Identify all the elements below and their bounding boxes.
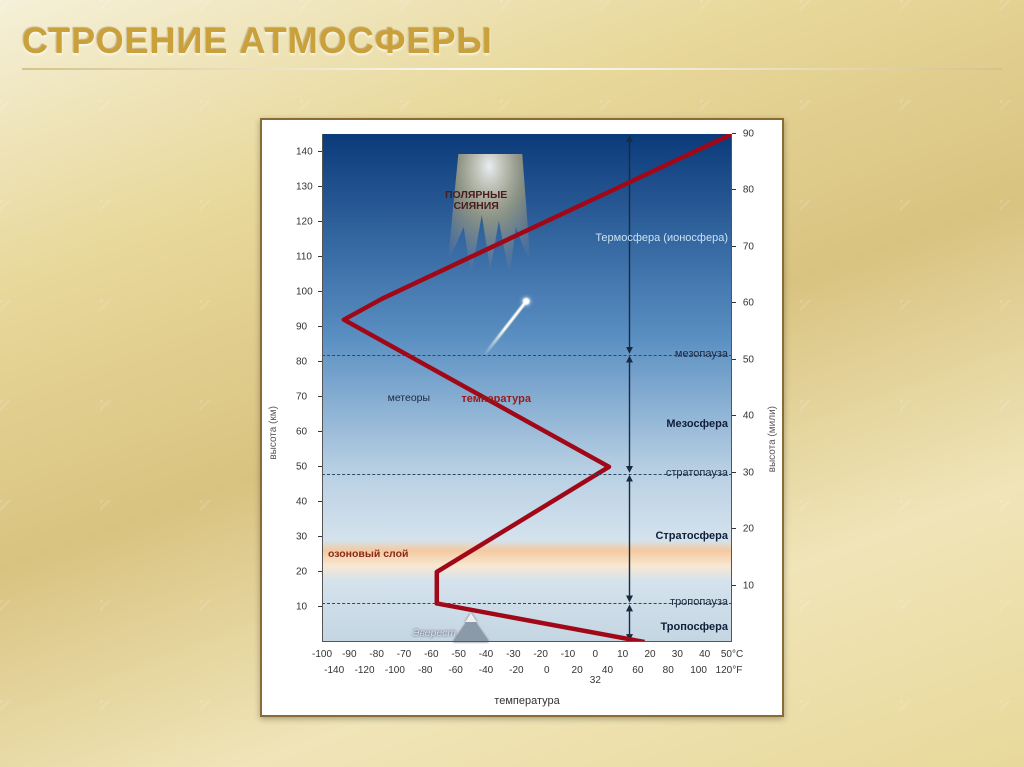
boundary-line	[322, 355, 732, 356]
tick-c: -20	[533, 649, 547, 660]
tick-mi: 70	[743, 241, 754, 252]
tick-f: 80	[663, 665, 674, 676]
meteors-label: метеоры	[388, 393, 430, 405]
tick-f: 100	[690, 665, 707, 676]
tick-mi: 10	[743, 580, 754, 591]
tick-f: -20	[509, 665, 523, 676]
aurora-label: ПОЛЯРНЫЕСИЯНИЯ	[445, 190, 507, 213]
tick-c: -50	[451, 649, 465, 660]
title-underline	[22, 68, 1002, 70]
tick-km: 80	[296, 356, 307, 367]
tick-km: 40	[296, 496, 307, 507]
tick-km: 130	[296, 181, 313, 192]
tick-f: 0	[544, 665, 550, 676]
tick-f: -40	[479, 665, 493, 676]
tick-c: -90	[342, 649, 356, 660]
tick-mi: 60	[743, 298, 754, 309]
tick-f: 120°F	[716, 665, 743, 676]
layer-label: стратопауза	[666, 467, 728, 479]
tick-km: 120	[296, 216, 313, 227]
title-wrap: Строение атмосферы	[0, 0, 1024, 76]
tick-km: 100	[296, 286, 313, 297]
tick-c: -10	[561, 649, 575, 660]
tick-c: -60	[424, 649, 438, 660]
layer-label: Стратосфера	[655, 530, 728, 542]
tick-km: 30	[296, 531, 307, 542]
atmosphere-chart: ПОЛЯРНЫЕСИЯНИЯ метеоры температура озоно…	[260, 118, 784, 717]
tick-mi: 20	[743, 524, 754, 535]
tick-km: 60	[296, 426, 307, 437]
tick-c: 50°C	[721, 649, 743, 660]
tick-c: 20	[644, 649, 655, 660]
tick-f: 20	[572, 665, 583, 676]
layer-label: Тропосфера	[660, 621, 728, 633]
plot-area: ПОЛЯРНЫЕСИЯНИЯ метеоры температура озоно…	[322, 134, 732, 642]
tick-f: -100	[385, 665, 405, 676]
page-title: Строение атмосферы	[22, 20, 1002, 62]
tick-mi: 80	[743, 185, 754, 196]
tick-f: -120	[355, 665, 375, 676]
tick-c: 0	[593, 649, 599, 660]
tick-km: 140	[296, 146, 313, 157]
tick-mi: 40	[743, 411, 754, 422]
x-axis-title: температура	[322, 695, 732, 707]
layer-label: Мезосфера	[666, 418, 728, 430]
y-axis-right-title: высота (мили)	[767, 406, 778, 472]
f-zero: 32	[590, 675, 601, 686]
slide: Строение атмосферы	[0, 0, 1024, 767]
tick-km: 70	[296, 391, 307, 402]
tick-f: 60	[632, 665, 643, 676]
tick-f: 40	[602, 665, 613, 676]
tick-f: -140	[324, 665, 344, 676]
tick-km: 90	[296, 321, 307, 332]
tick-km: 110	[296, 251, 312, 262]
temperature-line	[322, 134, 732, 642]
tick-f: -60	[448, 665, 462, 676]
tick-f: -80	[418, 665, 432, 676]
y-axis-left-title: высота (км)	[268, 406, 279, 460]
everest-label: Эверест	[412, 628, 456, 640]
tick-c: -80	[369, 649, 383, 660]
tick-c: 40	[699, 649, 710, 660]
temperature-label: температура	[461, 393, 531, 405]
ozone-label: озоновый слой	[328, 548, 408, 560]
tick-mi: 50	[743, 354, 754, 365]
tick-km: 20	[296, 566, 307, 577]
tick-mi: 90	[743, 129, 754, 140]
tick-km: 10	[296, 601, 307, 612]
tick-c: -30	[506, 649, 520, 660]
tick-c: 30	[672, 649, 683, 660]
tick-c: -100	[312, 649, 332, 660]
tick-km: 50	[296, 461, 307, 472]
layer-label: мезопауза	[675, 348, 728, 360]
tick-c: -70	[397, 649, 411, 660]
tick-c: 10	[617, 649, 628, 660]
tick-mi: 30	[743, 467, 754, 478]
layer-label: Термосфера (ионосфера)	[595, 232, 728, 244]
tick-c: -40	[479, 649, 493, 660]
layer-label: тропопауза	[670, 596, 728, 608]
